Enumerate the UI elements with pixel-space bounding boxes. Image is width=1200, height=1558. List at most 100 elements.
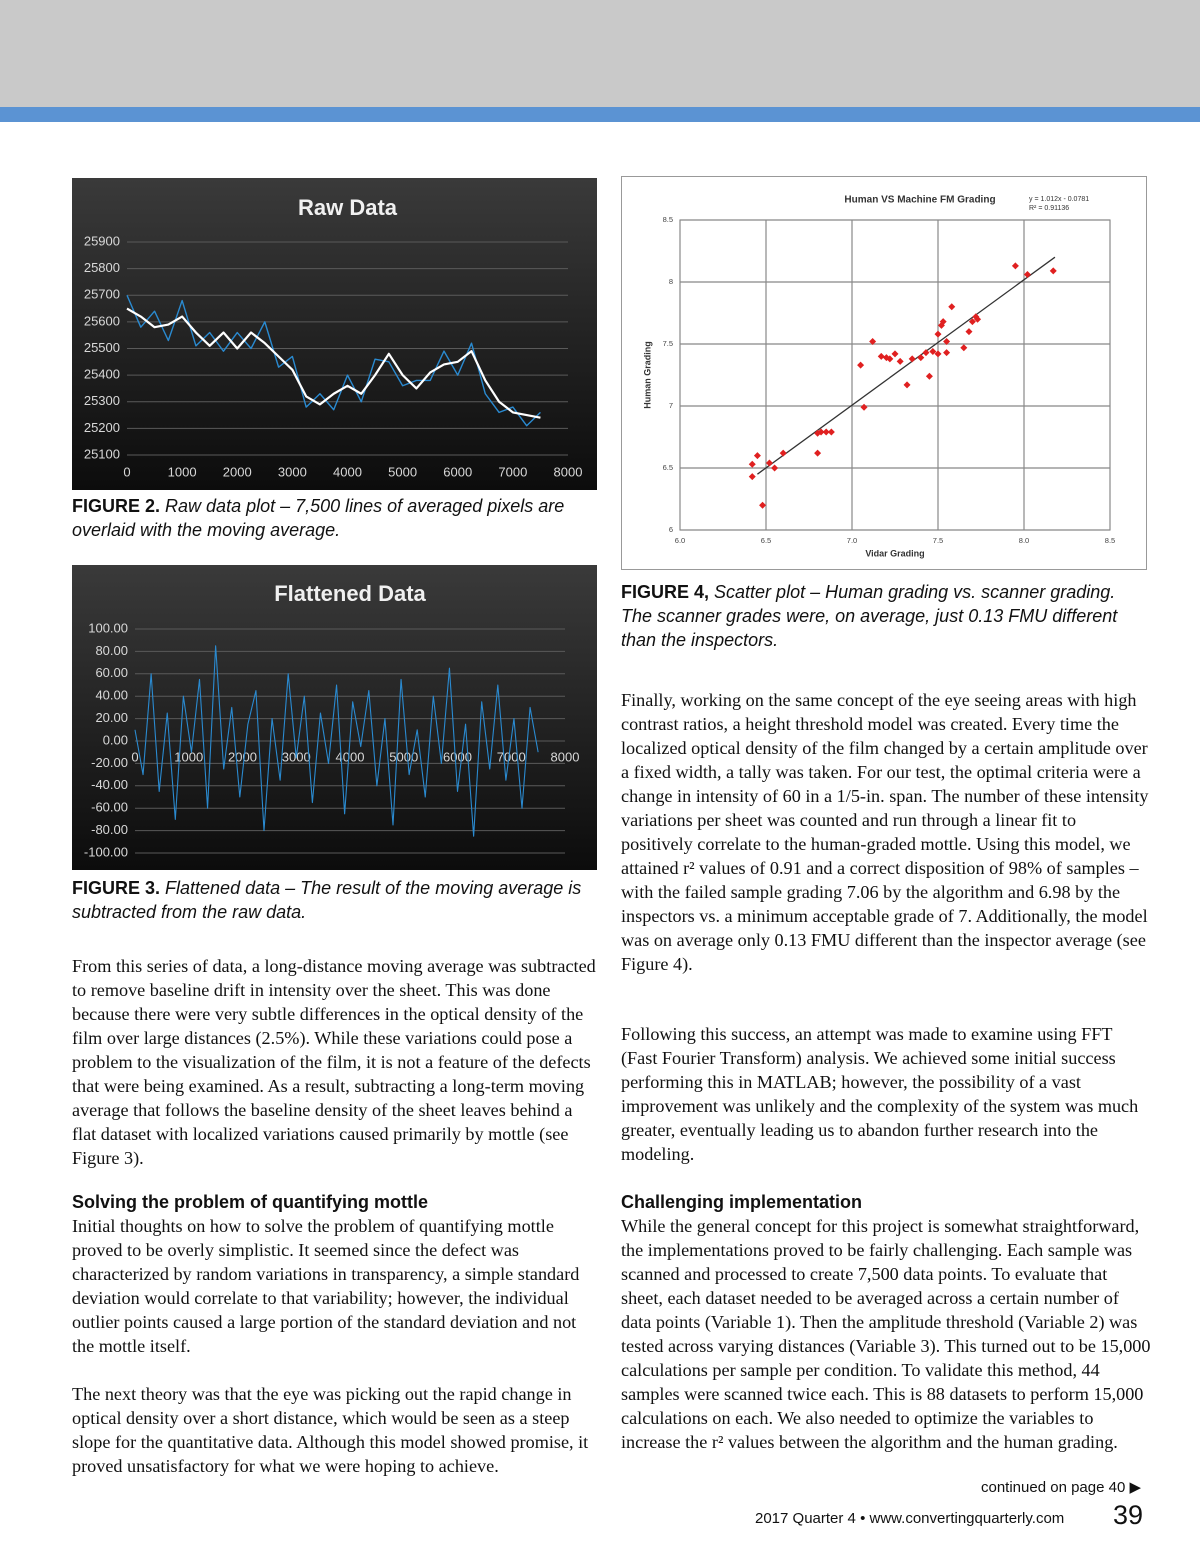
- scatter-point: [948, 303, 956, 311]
- x-tick-label: 6.5: [761, 536, 771, 545]
- caption-text: Raw data plot – 7,500 lines of averaged …: [72, 496, 565, 540]
- paragraph: While the general concept for this proje…: [621, 1216, 1151, 1452]
- scatter-point: [882, 354, 890, 362]
- y-tick-label: 40.00: [95, 688, 128, 703]
- scatter-point: [759, 501, 767, 509]
- y-tick-label: 25700: [84, 287, 120, 302]
- y-tick-label: 100.00: [88, 620, 128, 635]
- y-tick-label: 25400: [84, 367, 120, 382]
- y-tick-label: 7.5: [663, 339, 673, 348]
- y-tick-label: 0.00: [103, 732, 128, 747]
- scatter-point: [817, 428, 825, 436]
- y-tick-label: -100.00: [84, 844, 128, 859]
- scatter-point: [943, 338, 951, 346]
- y-tick-label: -60.00: [91, 800, 128, 815]
- paragraph: Following this success, an attempt was m…: [621, 1024, 1139, 1164]
- y-tick-label: 60.00: [95, 665, 128, 680]
- header-band: [0, 0, 1200, 107]
- scatter-point: [779, 449, 787, 457]
- chart-title: Raw Data: [298, 195, 398, 220]
- x-tick-label: 7.5: [933, 536, 943, 545]
- heading: Solving the problem of quantifying mottl…: [72, 1192, 428, 1212]
- y-tick-label: 25900: [84, 233, 120, 248]
- scatter-point: [968, 318, 976, 326]
- y-tick-label: 80.00: [95, 643, 128, 658]
- x-tick-label: 2000: [228, 749, 257, 764]
- x-tick-label: 7000: [498, 464, 527, 479]
- x-tick-label: 3000: [278, 464, 307, 479]
- caption-text: Flattened data – The result of the movin…: [72, 878, 582, 922]
- y-tick-label: 20.00: [95, 710, 128, 725]
- plot-area: [679, 219, 1111, 531]
- chart-title: Flattened Data: [274, 581, 426, 606]
- trend-line: [757, 256, 1056, 475]
- caption-label: FIGURE 2.: [72, 496, 161, 516]
- y-tick-label: 25200: [84, 420, 120, 435]
- scatter-point: [917, 354, 925, 362]
- x-tick-label: 8.5: [1105, 536, 1115, 545]
- scatter-point: [922, 349, 930, 357]
- scatter-point: [1011, 262, 1019, 270]
- paragraph: From this series of data, a long-distanc…: [72, 956, 596, 1168]
- y-axis-label: Human Grading: [642, 341, 652, 409]
- scatter-point: [748, 460, 756, 468]
- y-tick-label: 6: [669, 525, 673, 534]
- caption: FIGURE 4, Scatter plot – Human grading v…: [621, 580, 1147, 652]
- scatter-point: [896, 357, 904, 365]
- x-axis-label: Vidar Grading: [865, 548, 924, 558]
- caption: FIGURE 2. Raw data plot – 7,500 lines of…: [72, 494, 597, 542]
- x-tick-label: 0: [123, 464, 130, 479]
- x-tick-label: 6000: [443, 749, 472, 764]
- x-tick-label: 0: [131, 749, 138, 764]
- chart-background: [72, 565, 597, 870]
- x-tick-label: 5000: [388, 464, 417, 479]
- data-line: [126, 294, 541, 427]
- scatter-point: [929, 347, 937, 355]
- y-tick-label: 25500: [84, 340, 120, 355]
- x-tick-label: 5000: [389, 749, 418, 764]
- y-tick-label: 25800: [84, 260, 120, 275]
- scatter-point: [877, 352, 885, 360]
- y-tick-label: -80.00: [91, 822, 128, 837]
- flattened-data-chart: Flattened Data -100.00 -80.00 -60.00 -40.00 -…: [72, 565, 597, 870]
- data-line: [126, 307, 541, 419]
- scatter-point: [869, 338, 877, 346]
- scatter-point: [822, 428, 830, 436]
- page-number: 39: [1113, 1500, 1144, 1530]
- scatter-point: [753, 452, 761, 460]
- scatter-point: [939, 318, 947, 326]
- x-tick-label: 8000: [554, 464, 583, 479]
- y-tick-label: 6.5: [663, 463, 673, 472]
- chart-background: [72, 178, 597, 490]
- y-tick-label: 7: [669, 401, 673, 410]
- x-tick-label: 7000: [497, 749, 526, 764]
- caption-label: FIGURE 3.: [72, 878, 161, 898]
- heading: Challenging implementation: [621, 1192, 863, 1212]
- scatter-point: [891, 350, 899, 358]
- x-tick-label: 6000: [443, 464, 472, 479]
- scatter-point: [814, 449, 822, 457]
- scatter-point: [934, 330, 942, 338]
- continued-note: continued on page 40 ▶: [975, 1478, 1141, 1496]
- scatter-point: [903, 381, 911, 389]
- scatter-point: [1049, 267, 1057, 275]
- x-tick-label: 8000: [551, 749, 580, 764]
- scatter-point: [908, 355, 916, 363]
- header-stripe: [0, 107, 1200, 122]
- x-tick-label: 1000: [174, 749, 203, 764]
- y-tick-label: 8.5: [663, 215, 673, 224]
- scatter-point: [925, 372, 933, 380]
- caption-label: FIGURE 4,: [621, 582, 710, 602]
- caption-text: Scatter plot – Human grading vs. scanner…: [621, 582, 1118, 650]
- paragraph: Initial thoughts on how to solve the pro…: [72, 1216, 580, 1356]
- scatter-point: [934, 350, 942, 358]
- scatter-point: [965, 328, 973, 336]
- y-tick-label: -40.00: [91, 777, 128, 792]
- scatter-point: [765, 459, 773, 467]
- caption: FIGURE 3. Flattened data – The result of…: [72, 876, 597, 924]
- issue-line: 2017 Quarter 4 • www.convertingquarterly…: [755, 1510, 1065, 1527]
- raw-data-chart: Raw Data 25100 25200 25300 25400 25500 25600 25…: [72, 178, 597, 490]
- scatter-point: [857, 361, 865, 369]
- y-tick-label: 25100: [84, 446, 120, 461]
